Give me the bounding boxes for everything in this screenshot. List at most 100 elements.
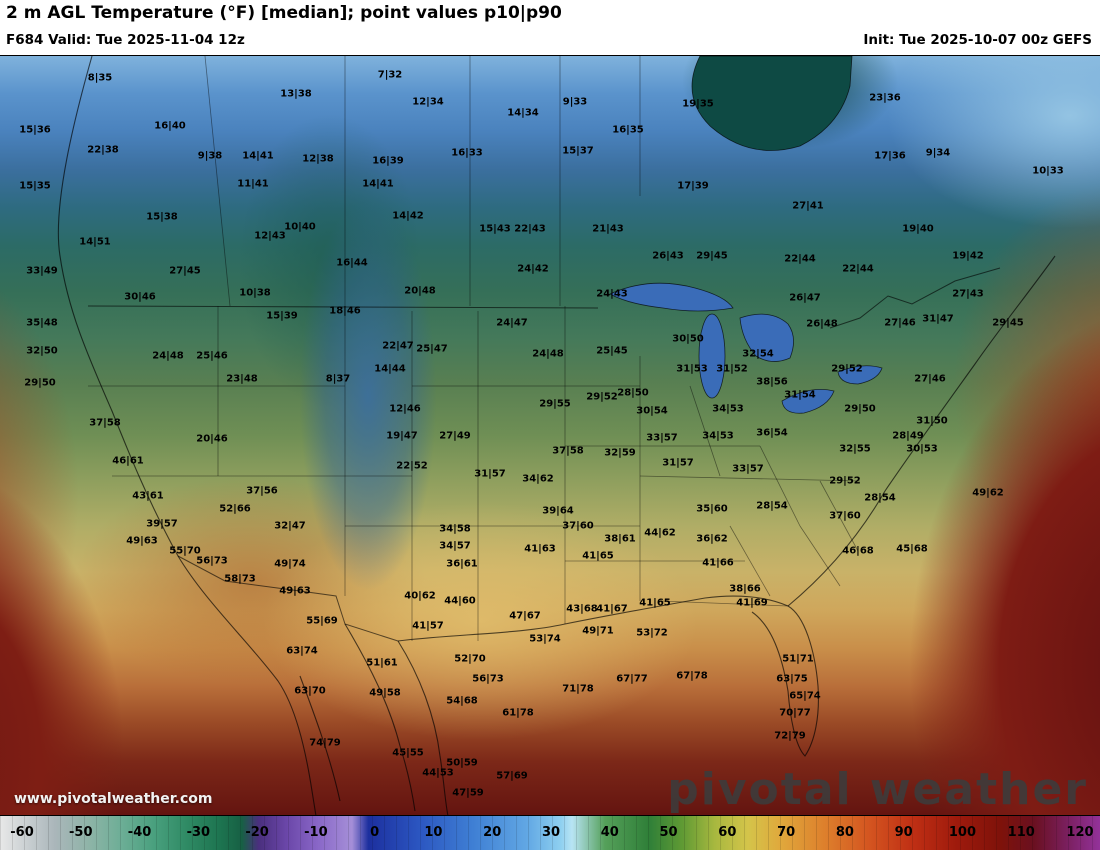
point-value: 65|74 [789,690,821,702]
point-value: 70|77 [779,707,811,719]
point-value: 37|56 [246,485,278,497]
point-value: 12|38 [302,153,334,165]
point-value: 37|60 [829,510,861,522]
colorbar-tick-label: 80 [835,825,854,840]
colorbar: -60 -50 -40 -30 -20 -10 0 10 20 30 40 50 60 70 80 90 100… [0,815,1100,850]
point-value: 38|66 [729,583,761,595]
point-value: 55|70 [169,545,201,557]
point-value: 27|49 [439,430,471,442]
point-value: 24|43 [596,288,628,300]
point-value: 63|70 [294,685,326,697]
point-value: 41|69 [736,597,768,609]
colorbar-tick-label: 50 [659,825,678,840]
point-value: 46|68 [842,545,874,557]
point-value: 12|46 [389,403,421,415]
point-value: 37|58 [552,445,584,457]
point-value: 74|79 [309,737,341,749]
point-value: 29|45 [992,317,1024,329]
point-value: 31|54 [784,389,816,401]
temperature-gradient-field [0,56,1100,815]
point-value: 57|69 [496,770,528,782]
lake-ontario-shape [837,365,883,385]
point-value: 12|43 [254,230,286,242]
point-value: 47|67 [509,610,541,622]
point-value: 44|53 [422,767,454,779]
point-value: 31|50 [916,415,948,427]
colorbar-tick-label: 110 [1007,825,1035,840]
colorbar-tick-label: 20 [483,825,502,840]
point-value: 29|55 [539,398,571,410]
point-value: 10|40 [284,221,316,233]
point-value: 51|61 [366,657,398,669]
country-border-paths [87,267,1001,642]
point-value: 43|68 [566,603,598,615]
point-value: 34|53 [712,403,744,415]
point-value: 31|53 [676,363,708,375]
point-value: 29|50 [24,377,56,389]
point-value: 22|38 [87,144,119,156]
point-value: 11|41 [237,178,269,190]
point-value: 24|47 [496,317,528,329]
watermark-brand-logo: pivotal weather [667,764,1088,815]
point-value: 29|52 [829,475,861,487]
point-value: 41|57 [412,620,444,632]
point-value: 15|39 [266,310,298,322]
point-value: 28|54 [756,500,788,512]
point-value: 20|46 [196,433,228,445]
point-value: 39|57 [146,518,178,530]
colorbar-tick-label: -30 [186,825,211,840]
point-value: 33|57 [646,432,678,444]
point-value: 15|43 [479,223,511,235]
point-value: 17|36 [874,150,906,162]
point-value: 30|53 [906,443,938,455]
point-value: 16|40 [154,120,186,132]
point-value: 22|44 [784,253,816,265]
point-value: 50|59 [446,757,478,769]
point-value: 31|57 [474,468,506,480]
point-value: 19|35 [682,98,714,110]
point-value: 29|52 [831,363,863,375]
point-value: 28|49 [892,430,924,442]
point-value: 35|60 [696,503,728,515]
hudson-bay-shape [691,56,853,151]
point-value: 7|32 [377,69,403,81]
point-value: 25|45 [596,345,628,357]
point-value: 34|62 [522,473,554,485]
point-value: 27|43 [952,288,984,300]
point-value: 19|47 [386,430,418,442]
subtitle-bar: F684 Valid: Tue 2025-11-04 12z Init: Tue… [0,28,1100,55]
point-value: 9|33 [562,96,588,108]
point-value: 22|52 [396,460,428,472]
point-value: 16|35 [612,124,644,136]
point-value: 31|47 [922,313,954,325]
point-value: 36|61 [446,558,478,570]
coastline-paths [57,56,1056,815]
point-value: 8|37 [325,373,351,385]
point-value: 36|54 [756,427,788,439]
point-value: 32|47 [274,520,306,532]
point-value: 33|49 [26,265,58,277]
point-values-layer: 8|35 13|38 7|32 12|34 14|34 9|33 19|35 23|36 15|… [0,56,1100,815]
point-value: 61|78 [502,707,534,719]
point-value: 14|34 [507,107,539,119]
point-value: 25|46 [196,350,228,362]
point-value: 49|63 [126,535,158,547]
lake-superior-shape [609,282,734,312]
point-value: 71|78 [562,683,594,695]
colorbar-tick-label: -10 [304,825,328,840]
point-value: 38|61 [604,533,636,545]
colorbar-tick-label: -20 [245,825,269,840]
point-value: 26|48 [806,318,838,330]
point-value: 33|57 [732,463,764,475]
point-value: 27|41 [792,200,824,212]
point-value: 15|35 [19,180,51,192]
point-value: 30|54 [636,405,668,417]
point-value: 38|56 [756,376,788,388]
point-value: 26|43 [652,250,684,262]
point-value: 55|69 [306,615,338,627]
point-value: 46|61 [112,455,144,467]
point-value: 14|41 [362,178,394,190]
point-value: 34|58 [439,523,471,535]
point-value: 30|50 [672,333,704,345]
